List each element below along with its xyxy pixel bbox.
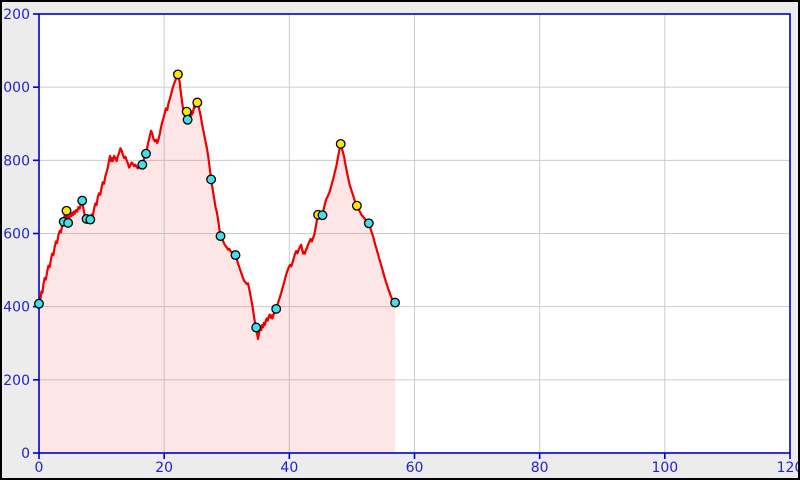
summit-marker[interactable] xyxy=(192,97,203,108)
summit-marker[interactable] xyxy=(351,200,362,211)
waypoint-marker[interactable] xyxy=(137,159,148,170)
y-tick-label-400: 400 xyxy=(3,300,30,316)
y-tick-label-600: 600 xyxy=(3,227,30,243)
x-tick-label-20: 20 xyxy=(155,460,173,476)
waypoint-marker[interactable] xyxy=(63,217,74,228)
waypoint-marker[interactable] xyxy=(85,214,96,225)
waypoint-marker[interactable] xyxy=(182,114,193,125)
x-tick-label-80: 80 xyxy=(531,460,549,476)
summit-marker[interactable] xyxy=(181,106,192,117)
elevation-fill xyxy=(39,74,396,454)
summit-marker[interactable] xyxy=(335,138,346,149)
waypoint-marker[interactable] xyxy=(34,298,44,309)
waypoint-marker[interactable] xyxy=(230,250,241,261)
y-tick-label-800: 800 xyxy=(3,153,30,169)
waypoint-marker[interactable] xyxy=(390,297,401,308)
waypoint-marker[interactable] xyxy=(141,148,151,159)
x-tick-label-60: 60 xyxy=(406,460,424,476)
waypoint-marker[interactable] xyxy=(215,231,226,242)
x-tick-label-0: 0 xyxy=(35,460,44,476)
summit-marker[interactable] xyxy=(172,69,183,80)
y-tick-label-1000: 1000 xyxy=(0,80,30,96)
summit-marker[interactable] xyxy=(61,205,72,216)
y-tick-label-0: 0 xyxy=(21,446,30,462)
x-tick-label-100: 100 xyxy=(651,460,678,476)
waypoint-marker[interactable] xyxy=(206,174,217,185)
waypoint-marker[interactable] xyxy=(363,218,374,229)
x-tick-label-40: 40 xyxy=(280,460,298,476)
x-tick-label-120: 120 xyxy=(777,460,800,476)
waypoint-marker[interactable] xyxy=(251,322,262,333)
waypoint-marker[interactable] xyxy=(271,303,282,314)
y-tick-label-1200: 1200 xyxy=(0,7,30,23)
waypoint-marker[interactable] xyxy=(317,210,328,221)
waypoint-marker[interactable] xyxy=(77,195,88,206)
y-tick-label-200: 200 xyxy=(3,373,30,389)
